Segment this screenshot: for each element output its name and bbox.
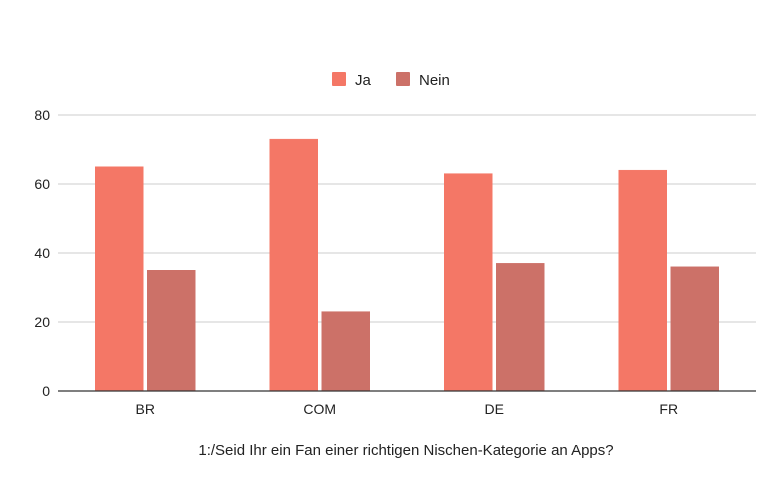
legend-label-ja: Ja — [355, 72, 372, 89]
bar-nein-fr — [670, 266, 719, 392]
x-axis-title: 1:/Seid Ihr ein Fan einer richtigen Nisc… — [198, 442, 613, 459]
bar-ja-br — [95, 166, 144, 392]
x-tick-label: FR — [659, 401, 678, 417]
bar-ja-fr — [618, 169, 667, 392]
bar-nein-de — [496, 263, 545, 392]
y-tick-label: 20 — [34, 314, 50, 330]
legend-label-nein: Nein — [419, 72, 450, 89]
y-tick-label: 0 — [42, 383, 50, 399]
y-tick-label: 40 — [34, 245, 50, 261]
bar-nein-br — [147, 270, 196, 392]
x-tick-label: BR — [136, 401, 155, 417]
y-tick-label: 80 — [34, 107, 50, 123]
x-tick-label: COM — [303, 401, 336, 417]
axes: 0 20 40 60 80 BR COM DE FR — [34, 107, 756, 417]
bar-nein-com — [321, 311, 370, 392]
legend: Ja Nein — [332, 72, 450, 89]
legend-swatch-nein — [396, 72, 410, 86]
x-tick-label: DE — [485, 401, 504, 417]
y-tick-label: 60 — [34, 176, 50, 192]
legend-swatch-ja — [332, 72, 346, 86]
bar-ja-com — [269, 138, 318, 392]
bar-ja-de — [444, 173, 493, 392]
bars — [95, 138, 719, 392]
